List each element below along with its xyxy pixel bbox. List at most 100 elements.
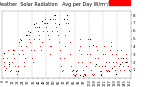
- Point: [99, 73, 102, 75]
- Point: [46, 22, 48, 24]
- Point: [113, 65, 115, 67]
- Point: [95, 63, 98, 64]
- Point: [89, 61, 92, 63]
- Point: [2, 61, 5, 63]
- Point: [37, 34, 40, 35]
- Point: [52, 14, 55, 16]
- Point: [61, 71, 63, 72]
- Point: [102, 54, 104, 55]
- Point: [68, 42, 71, 43]
- Point: [53, 18, 56, 20]
- Point: [28, 38, 31, 39]
- Point: [125, 61, 128, 63]
- Point: [96, 50, 98, 51]
- Point: [5, 68, 7, 69]
- Point: [12, 50, 15, 51]
- Point: [100, 71, 103, 72]
- Point: [10, 69, 12, 71]
- Point: [72, 69, 74, 71]
- Point: [27, 34, 30, 35]
- Point: [67, 22, 69, 24]
- Point: [71, 71, 73, 72]
- Point: [4, 69, 7, 71]
- Point: [25, 46, 27, 47]
- Point: [77, 61, 79, 63]
- Point: [33, 38, 36, 39]
- Point: [83, 75, 86, 76]
- Point: [16, 73, 18, 75]
- Point: [122, 65, 124, 67]
- Point: [18, 42, 21, 43]
- Point: [88, 54, 91, 55]
- Point: [123, 69, 125, 71]
- Point: [49, 18, 52, 20]
- Point: [108, 50, 111, 51]
- Point: [38, 38, 41, 39]
- Point: [30, 50, 32, 51]
- Point: [103, 65, 106, 67]
- Point: [16, 65, 19, 67]
- Point: [81, 61, 83, 63]
- Point: [31, 57, 33, 59]
- Point: [115, 54, 118, 55]
- Point: [105, 69, 108, 71]
- Point: [124, 54, 127, 55]
- Point: [79, 75, 82, 76]
- Point: [85, 65, 88, 67]
- Point: [62, 69, 64, 71]
- Point: [22, 61, 25, 63]
- Point: [106, 71, 108, 72]
- Point: [114, 61, 117, 63]
- Text: Milwaukee Weather  Solar Radiation   Avg per Day W/m²/minute: Milwaukee Weather Solar Radiation Avg pe…: [0, 2, 127, 7]
- Point: [47, 34, 49, 35]
- Point: [68, 30, 70, 31]
- Point: [98, 65, 100, 67]
- Point: [72, 75, 75, 76]
- Point: [82, 69, 84, 71]
- Point: [88, 38, 91, 39]
- Point: [77, 50, 80, 51]
- Point: [8, 65, 11, 67]
- Point: [127, 65, 129, 67]
- Point: [115, 73, 118, 75]
- Point: [75, 73, 78, 75]
- Point: [92, 75, 94, 76]
- Point: [45, 26, 48, 27]
- Point: [58, 50, 61, 51]
- Point: [47, 38, 50, 39]
- Point: [97, 57, 99, 59]
- Point: [50, 46, 52, 47]
- Point: [57, 24, 60, 25]
- Point: [13, 57, 16, 59]
- Point: [63, 46, 66, 47]
- Point: [62, 18, 65, 20]
- Point: [88, 46, 90, 47]
- Point: [41, 21, 43, 22]
- Point: [32, 61, 34, 63]
- Point: [27, 30, 29, 31]
- Point: [49, 54, 52, 55]
- Point: [103, 46, 105, 47]
- Point: [95, 46, 98, 47]
- Point: [76, 69, 78, 71]
- Point: [14, 65, 16, 67]
- Point: [59, 57, 62, 59]
- Point: [19, 38, 22, 39]
- Point: [21, 54, 24, 55]
- Point: [73, 76, 76, 77]
- Point: [75, 71, 78, 72]
- Point: [46, 30, 48, 31]
- Point: [29, 42, 32, 43]
- Point: [101, 65, 104, 67]
- Point: [51, 30, 53, 31]
- Point: [83, 73, 85, 75]
- Point: [121, 61, 124, 63]
- Point: [111, 54, 113, 55]
- Point: [79, 46, 82, 47]
- Point: [112, 61, 114, 63]
- Point: [84, 73, 87, 75]
- Point: [118, 63, 121, 64]
- Point: [107, 69, 109, 71]
- Point: [44, 22, 47, 24]
- Point: [60, 65, 63, 67]
